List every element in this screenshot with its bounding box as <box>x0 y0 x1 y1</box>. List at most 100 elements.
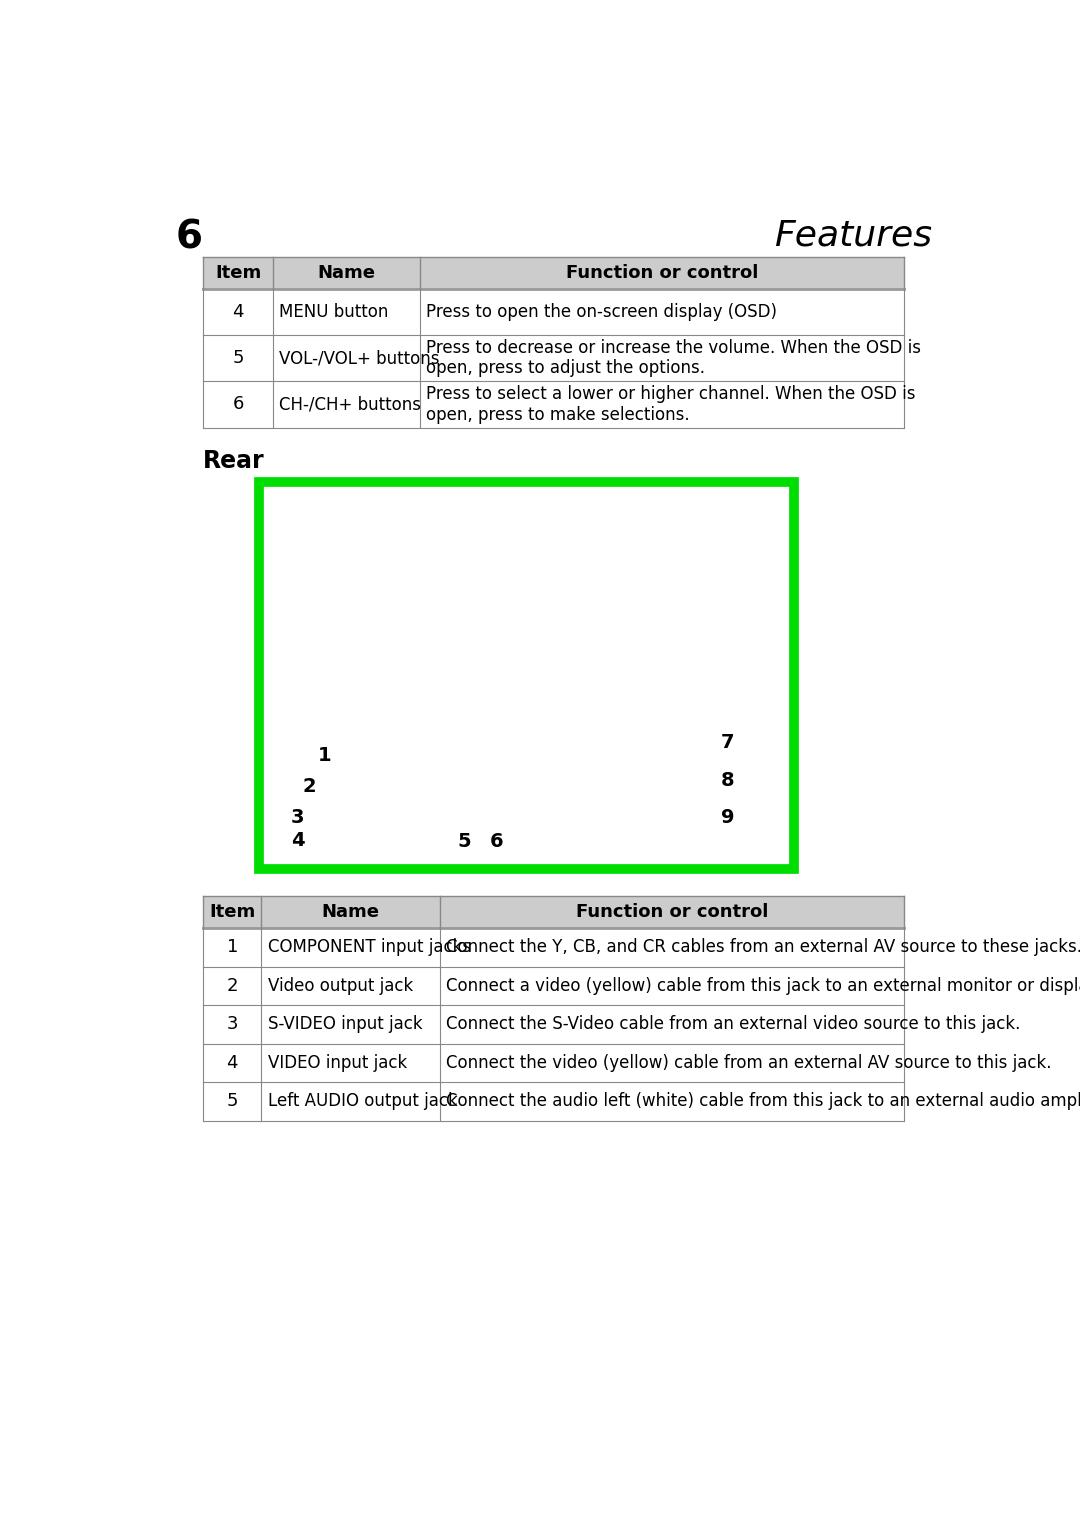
Text: VIDEO: VIDEO <box>471 801 509 815</box>
Text: Name: Name <box>318 265 376 281</box>
Circle shape <box>471 714 476 722</box>
Text: S-VIDEO input jack: S-VIDEO input jack <box>268 1015 422 1034</box>
FancyBboxPatch shape <box>203 1044 904 1083</box>
Text: 6: 6 <box>232 396 244 413</box>
Circle shape <box>283 826 312 855</box>
Text: △: △ <box>328 693 340 706</box>
Text: Function or control: Function or control <box>576 904 768 920</box>
Text: Connect the S-Video cable from an external video source to this jack.: Connect the S-Video cable from an extern… <box>446 1015 1021 1034</box>
Circle shape <box>522 494 531 503</box>
Circle shape <box>446 714 451 722</box>
Text: Press to select a lower or higher channel. When the OSD is: Press to select a lower or higher channe… <box>427 385 916 404</box>
Text: Cb: Cb <box>486 731 504 743</box>
Circle shape <box>446 703 451 709</box>
Text: IN: IN <box>484 812 497 826</box>
Circle shape <box>433 714 440 722</box>
FancyBboxPatch shape <box>203 966 904 1005</box>
Circle shape <box>517 823 538 842</box>
Text: Y: Y <box>457 731 464 743</box>
Text: Press to open the on-screen display (OSD): Press to open the on-screen display (OSD… <box>427 303 778 321</box>
Circle shape <box>485 778 505 798</box>
Circle shape <box>713 728 743 757</box>
Circle shape <box>457 784 464 792</box>
Circle shape <box>582 823 603 842</box>
Circle shape <box>433 693 440 699</box>
Circle shape <box>281 685 295 699</box>
FancyBboxPatch shape <box>259 482 794 868</box>
Text: Connect the video (yellow) cable from an external AV source to this jack.: Connect the video (yellow) cable from an… <box>446 1053 1051 1072</box>
Text: Connect the Y, CB, and CR cables from an external AV source to these jacks.: Connect the Y, CB, and CR cables from an… <box>446 939 1080 956</box>
FancyBboxPatch shape <box>203 1005 904 1044</box>
Text: Connect a video (yellow) cable from this jack to an external monitor or display.: Connect a video (yellow) cable from this… <box>446 977 1080 995</box>
Circle shape <box>458 714 464 722</box>
Text: L-AUDIO-R: L-AUDIO-R <box>509 801 570 815</box>
Text: Rear: Rear <box>203 450 265 472</box>
Circle shape <box>458 693 464 699</box>
Polygon shape <box>445 524 476 656</box>
FancyBboxPatch shape <box>491 573 562 607</box>
Text: Features: Features <box>773 219 932 252</box>
Text: Item: Item <box>215 265 261 281</box>
FancyBboxPatch shape <box>203 289 904 335</box>
Text: T̅: T̅ <box>588 729 596 743</box>
Circle shape <box>284 688 291 694</box>
Text: Name: Name <box>322 904 379 920</box>
Circle shape <box>449 827 480 856</box>
Circle shape <box>450 754 471 774</box>
Circle shape <box>485 754 505 774</box>
Circle shape <box>758 685 772 699</box>
Circle shape <box>518 778 539 798</box>
FancyBboxPatch shape <box>428 688 715 700</box>
Text: 5: 5 <box>232 349 244 367</box>
Circle shape <box>295 772 324 801</box>
Circle shape <box>457 760 464 768</box>
Text: 2: 2 <box>302 777 316 797</box>
Circle shape <box>433 703 440 709</box>
FancyBboxPatch shape <box>424 821 447 844</box>
Text: 6: 6 <box>175 219 202 257</box>
Circle shape <box>446 693 451 699</box>
Text: Function or control: Function or control <box>566 265 758 281</box>
Text: 3: 3 <box>291 807 305 827</box>
Text: VOL-/VOL+ buttons: VOL-/VOL+ buttons <box>279 349 440 367</box>
FancyBboxPatch shape <box>203 928 904 966</box>
Circle shape <box>491 784 499 792</box>
Circle shape <box>762 688 768 694</box>
Text: Video output jack: Video output jack <box>268 977 413 995</box>
Polygon shape <box>480 517 572 664</box>
Text: 4: 4 <box>291 830 305 850</box>
Circle shape <box>474 823 494 842</box>
Text: open, press to adjust the options.: open, press to adjust the options. <box>427 359 705 378</box>
Polygon shape <box>577 524 608 656</box>
Circle shape <box>491 760 499 768</box>
Text: IN: IN <box>419 746 432 758</box>
Text: VIDEO input jack: VIDEO input jack <box>268 1053 407 1072</box>
FancyBboxPatch shape <box>203 335 904 381</box>
Text: S-VIDEO: S-VIDEO <box>411 801 460 815</box>
Text: 8: 8 <box>721 772 734 790</box>
Text: ANT IN: ANT IN <box>582 771 625 784</box>
Circle shape <box>284 500 291 508</box>
Text: open, press to make selections.: open, press to make selections. <box>427 405 690 424</box>
Text: 1: 1 <box>319 746 332 764</box>
Text: 5: 5 <box>458 832 471 852</box>
Text: CH-/CH+ buttons: CH-/CH+ buttons <box>279 396 421 413</box>
Circle shape <box>550 829 557 836</box>
Circle shape <box>482 827 512 856</box>
Circle shape <box>432 829 440 836</box>
FancyBboxPatch shape <box>657 502 761 687</box>
Text: 6: 6 <box>490 832 503 852</box>
Text: 4: 4 <box>232 303 244 321</box>
Circle shape <box>589 829 596 836</box>
Text: Press to decrease or increase the volume. When the OSD is: Press to decrease or increase the volume… <box>427 339 921 358</box>
Circle shape <box>758 497 772 511</box>
Text: 2: 2 <box>227 977 238 995</box>
Text: Item: Item <box>210 904 255 920</box>
Text: 4: 4 <box>227 1053 238 1072</box>
Circle shape <box>713 766 743 795</box>
Text: Connect the audio left (white) cable from this jack to an external audio amplifi: Connect the audio left (white) cable fro… <box>446 1092 1080 1110</box>
Text: MENU button: MENU button <box>279 303 389 321</box>
Circle shape <box>583 780 600 797</box>
Circle shape <box>762 500 768 508</box>
Circle shape <box>543 823 564 842</box>
